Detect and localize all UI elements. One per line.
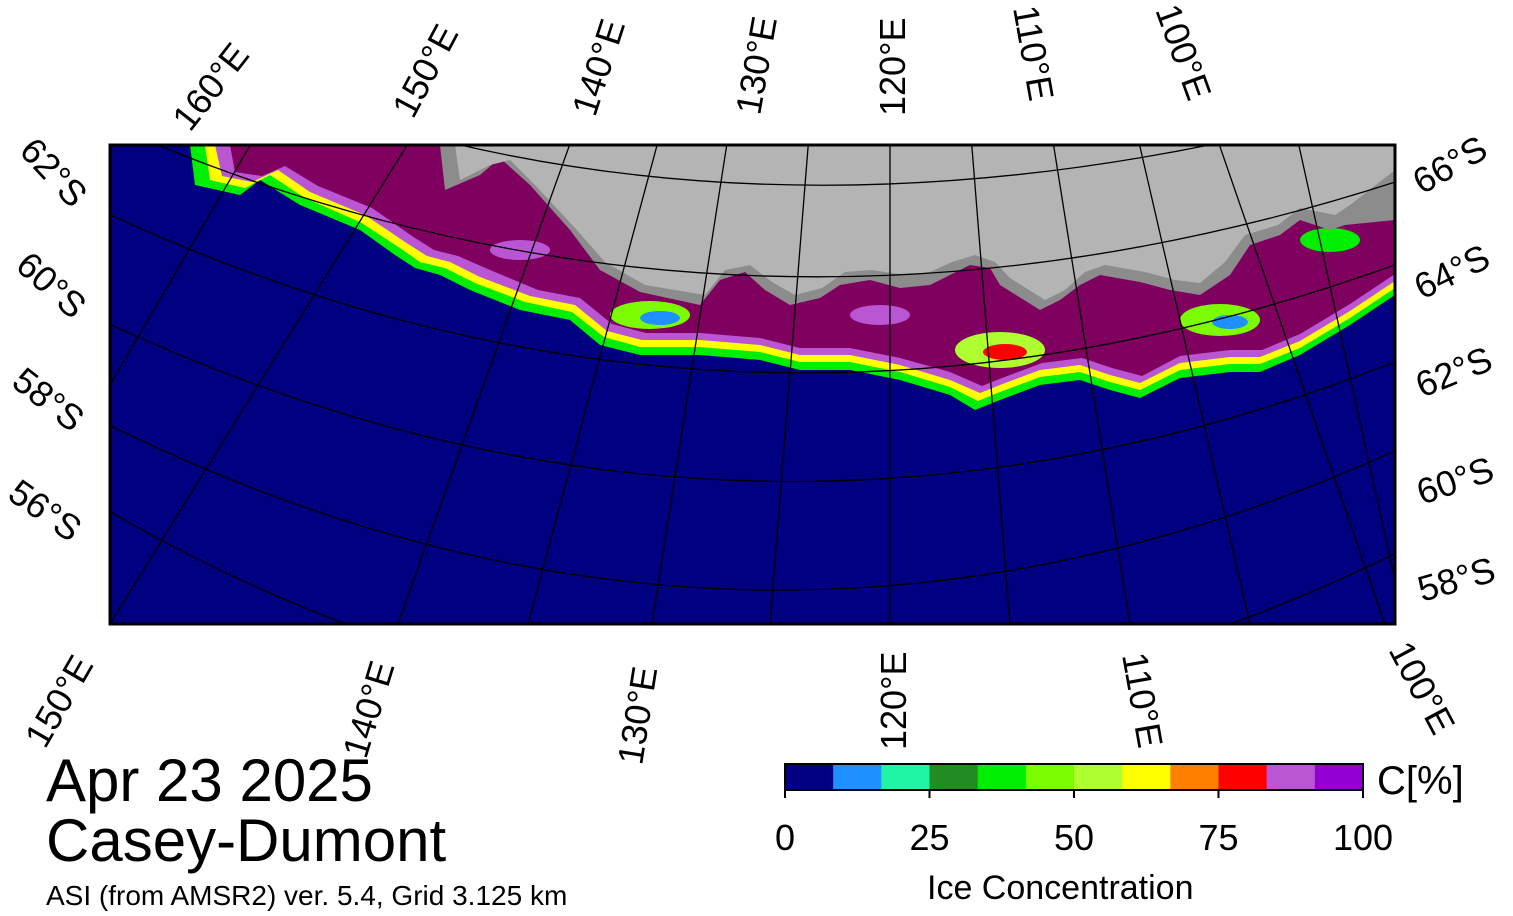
meridian-line <box>651 145 728 624</box>
colorbar-swatch <box>881 764 930 790</box>
colorbar-swatch <box>833 764 882 790</box>
top-lon-label: 140°E <box>564 14 633 120</box>
bottom-lon-label: 120°E <box>873 652 914 750</box>
colorbar-title: Ice Concentration <box>927 869 1194 907</box>
meridian-line <box>971 145 1011 624</box>
colorbar-swatch <box>1218 764 1268 790</box>
top-lon-label: 150°E <box>384 18 466 124</box>
colorbar-tick-label: 0 <box>775 817 795 858</box>
colorbar-swatch <box>1266 764 1316 790</box>
meridian-line <box>1298 145 1395 581</box>
top-lon-label: 160°E <box>164 35 257 138</box>
left-lat-label: 62°S <box>12 129 95 214</box>
top-lon-label: 100°E <box>1147 0 1219 105</box>
parallel-line <box>110 213 1395 374</box>
colorbar-tick-label: 50 <box>1054 817 1094 858</box>
colorbar-swatch <box>1122 764 1171 790</box>
bottom-lon-label: 100°E <box>1381 635 1463 741</box>
map-date: Apr 23 2025 <box>46 747 373 814</box>
bottom-lon-label: 150°E <box>16 648 101 754</box>
ice-patch <box>850 305 910 325</box>
right-lat-label: 66°S <box>1406 127 1494 202</box>
top-lon-label: 120°E <box>872 18 913 116</box>
top-lon-label: 130°E <box>728 13 785 117</box>
colorbar-tick-label: 100 <box>1333 817 1393 858</box>
colorbar-swatch <box>785 764 834 790</box>
right-lat-label: 60°S <box>1411 448 1499 512</box>
right-lat-label: 58°S <box>1413 549 1500 610</box>
meridian-line <box>397 145 571 624</box>
colorbar-swatch <box>1170 764 1219 790</box>
parallel-line <box>155 145 1395 278</box>
right-lat-label: 64°S <box>1408 236 1496 307</box>
top-lon-label: 110°E <box>1005 2 1062 103</box>
meridian-line <box>110 145 409 624</box>
colorbar-swatch <box>1314 764 1364 790</box>
colorbar-swatch <box>977 764 1027 790</box>
meridian-line <box>527 145 658 624</box>
land-mass <box>455 145 1395 300</box>
colorbar-tick-label: 25 <box>909 817 949 858</box>
meridian-line <box>1218 145 1386 624</box>
region-name: Casey-Dumont <box>46 807 447 874</box>
left-lat-label: 58°S <box>5 359 92 440</box>
ice-patch <box>1300 228 1360 252</box>
colorbar-swatch <box>1074 764 1123 790</box>
bottom-lon-label: 130°E <box>609 664 665 768</box>
bottom-lon-label: 110°E <box>1114 649 1171 750</box>
colorbar: 0 25 50 75 100 <box>775 763 1393 858</box>
colorbar-tick-label: 75 <box>1198 817 1238 858</box>
parallel-line <box>457 145 1212 186</box>
meridian-line <box>1052 145 1131 624</box>
colorbar-swatch <box>1025 764 1075 790</box>
meridian-line <box>769 145 809 624</box>
parallel-line <box>110 323 1395 483</box>
parallel-line <box>110 510 1395 624</box>
map-frame <box>108 143 1397 626</box>
meridian-line <box>110 145 252 386</box>
ice-patch <box>640 311 680 325</box>
colorbar-swatch <box>929 764 979 790</box>
data-source: ASI (from AMSR2) ver. 5.4, Grid 3.125 km <box>46 880 568 911</box>
ice-patch <box>1212 315 1248 329</box>
left-lat-label: 60°S <box>9 243 95 326</box>
ice-patch <box>490 240 550 260</box>
left-lat-label: 56°S <box>1 471 89 550</box>
ice-patch <box>983 344 1027 360</box>
parallel-line <box>110 424 1395 591</box>
colorbar-unit: C[%] <box>1377 759 1464 803</box>
meridian-line <box>1138 145 1251 624</box>
right-lat-label: 62°S <box>1410 338 1498 405</box>
